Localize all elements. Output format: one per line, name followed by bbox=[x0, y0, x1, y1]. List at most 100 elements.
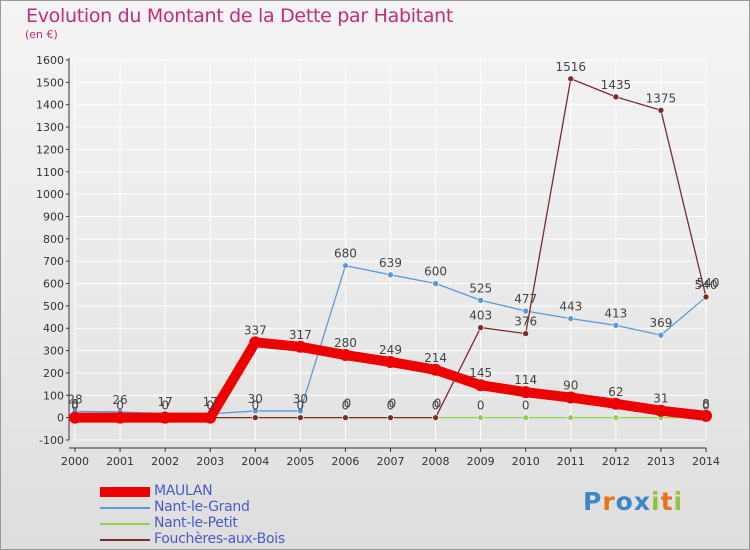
series-point-2 bbox=[477, 414, 484, 421]
x-tick-label: 2000 bbox=[61, 455, 89, 468]
x-tick-label: 2009 bbox=[467, 455, 495, 468]
data-label: 0 bbox=[116, 399, 124, 413]
data-label: 639 bbox=[379, 256, 402, 270]
y-tick-label: 300 bbox=[43, 345, 64, 358]
series-point-0 bbox=[564, 391, 577, 404]
data-label: 90 bbox=[563, 379, 578, 393]
logo-letter: i bbox=[673, 487, 684, 516]
series-point-0 bbox=[654, 404, 667, 417]
data-label: 0 bbox=[344, 397, 352, 411]
logo-letter: o bbox=[615, 487, 634, 516]
logo-letter: P bbox=[583, 487, 603, 516]
data-label: 249 bbox=[379, 343, 402, 357]
series-point-0 bbox=[474, 379, 487, 392]
series-point-3 bbox=[342, 414, 349, 421]
data-label: 477 bbox=[514, 292, 537, 306]
series-point-1 bbox=[522, 307, 530, 315]
legend-item: MAULAN bbox=[100, 483, 340, 500]
data-label: 31 bbox=[653, 392, 668, 406]
legend-item: Nant-le-Petit bbox=[100, 515, 340, 532]
series-point-3 bbox=[702, 293, 710, 301]
series-point-3 bbox=[387, 414, 394, 421]
series-point-3 bbox=[612, 93, 620, 101]
y-tick-label: 1400 bbox=[36, 99, 64, 112]
series-point-2 bbox=[612, 414, 620, 421]
data-label: 317 bbox=[289, 328, 312, 342]
y-tick-label: 400 bbox=[43, 322, 64, 335]
y-tick-label: 200 bbox=[43, 367, 64, 380]
y-tick-label: 1600 bbox=[36, 54, 64, 67]
series-point-0 bbox=[159, 411, 172, 424]
proxiti-logo: Proxiti bbox=[583, 487, 683, 516]
x-tick-label: 2012 bbox=[602, 455, 630, 468]
series-point-0 bbox=[429, 363, 442, 376]
series-point-0 bbox=[384, 355, 397, 368]
data-label: 17 bbox=[203, 395, 218, 409]
chart-legend: MAULAN Nant-le-Grand Nant-le-Petit Fouchère… bbox=[100, 483, 340, 548]
y-tick-label: 900 bbox=[43, 210, 64, 223]
series-point-0 bbox=[519, 386, 532, 399]
y-tick-label: 700 bbox=[43, 255, 64, 268]
y-tick-label: 1000 bbox=[36, 188, 64, 201]
x-tick-label: 2004 bbox=[241, 455, 269, 468]
data-label: 413 bbox=[604, 306, 627, 320]
series-point-3 bbox=[477, 324, 484, 331]
x-tick-label: 2006 bbox=[331, 455, 359, 468]
data-label: 114 bbox=[514, 373, 537, 387]
legend-swatch bbox=[100, 539, 150, 541]
data-label: 28 bbox=[67, 392, 82, 406]
data-label: 369 bbox=[649, 316, 672, 330]
logo-letter: i bbox=[651, 487, 661, 516]
data-label: 0 bbox=[702, 399, 710, 413]
series-point-1 bbox=[567, 315, 575, 322]
legend-item: Fouchères-aux-Bois bbox=[100, 531, 340, 548]
data-label: 1375 bbox=[646, 91, 677, 105]
series-point-3 bbox=[297, 414, 304, 421]
chart-title: Evolution du Montant de la Dette par Hab… bbox=[26, 5, 454, 27]
legend-label: Fouchères-aux-Bois bbox=[154, 531, 285, 547]
data-label: 0 bbox=[206, 399, 214, 413]
legend-swatch bbox=[100, 487, 150, 497]
data-label: 62 bbox=[608, 385, 623, 399]
data-label: 540 bbox=[697, 276, 720, 290]
series-point-2 bbox=[522, 414, 530, 421]
series-point-1 bbox=[657, 331, 665, 339]
series-point-3 bbox=[432, 414, 439, 421]
y-tick-label: 800 bbox=[43, 233, 64, 246]
legend-label: Nant-le-Grand bbox=[154, 499, 250, 515]
data-label: 680 bbox=[334, 247, 357, 261]
series-point-3 bbox=[522, 330, 530, 337]
y-tick-label: 1200 bbox=[36, 143, 64, 156]
y-tick-label: 1100 bbox=[36, 166, 64, 179]
series-point-3 bbox=[657, 106, 665, 114]
series-point-0 bbox=[114, 411, 127, 424]
y-tick-label: 0 bbox=[57, 412, 64, 425]
series-point-2 bbox=[567, 414, 575, 421]
y-tick-label: 500 bbox=[43, 300, 64, 313]
logo-letter: t bbox=[660, 487, 674, 516]
data-label: 0 bbox=[432, 399, 440, 413]
x-tick-label: 2008 bbox=[422, 455, 450, 468]
series-point-1 bbox=[612, 322, 620, 329]
series-point-3 bbox=[567, 75, 575, 83]
data-label: 30 bbox=[293, 392, 308, 406]
data-label: 8 bbox=[71, 397, 79, 411]
series-point-0 bbox=[339, 349, 352, 362]
series-point-1 bbox=[297, 407, 304, 415]
data-label: 0 bbox=[71, 399, 79, 413]
data-label: 0 bbox=[477, 399, 485, 413]
x-tick-label: 2014 bbox=[692, 455, 720, 468]
data-label: 540 bbox=[695, 278, 718, 292]
series-point-1 bbox=[477, 296, 484, 304]
data-label: 0 bbox=[434, 397, 442, 411]
x-tick-label: 2010 bbox=[512, 455, 540, 468]
data-label: 0 bbox=[387, 399, 395, 413]
series-point-0 bbox=[700, 409, 712, 422]
legend-label: Nant-le-Petit bbox=[154, 515, 238, 531]
series-point-0 bbox=[69, 411, 81, 424]
data-label: 280 bbox=[334, 336, 357, 350]
data-label: 337 bbox=[244, 323, 267, 337]
x-tick-label: 2011 bbox=[557, 455, 585, 468]
y-tick-label: 1300 bbox=[36, 121, 64, 134]
